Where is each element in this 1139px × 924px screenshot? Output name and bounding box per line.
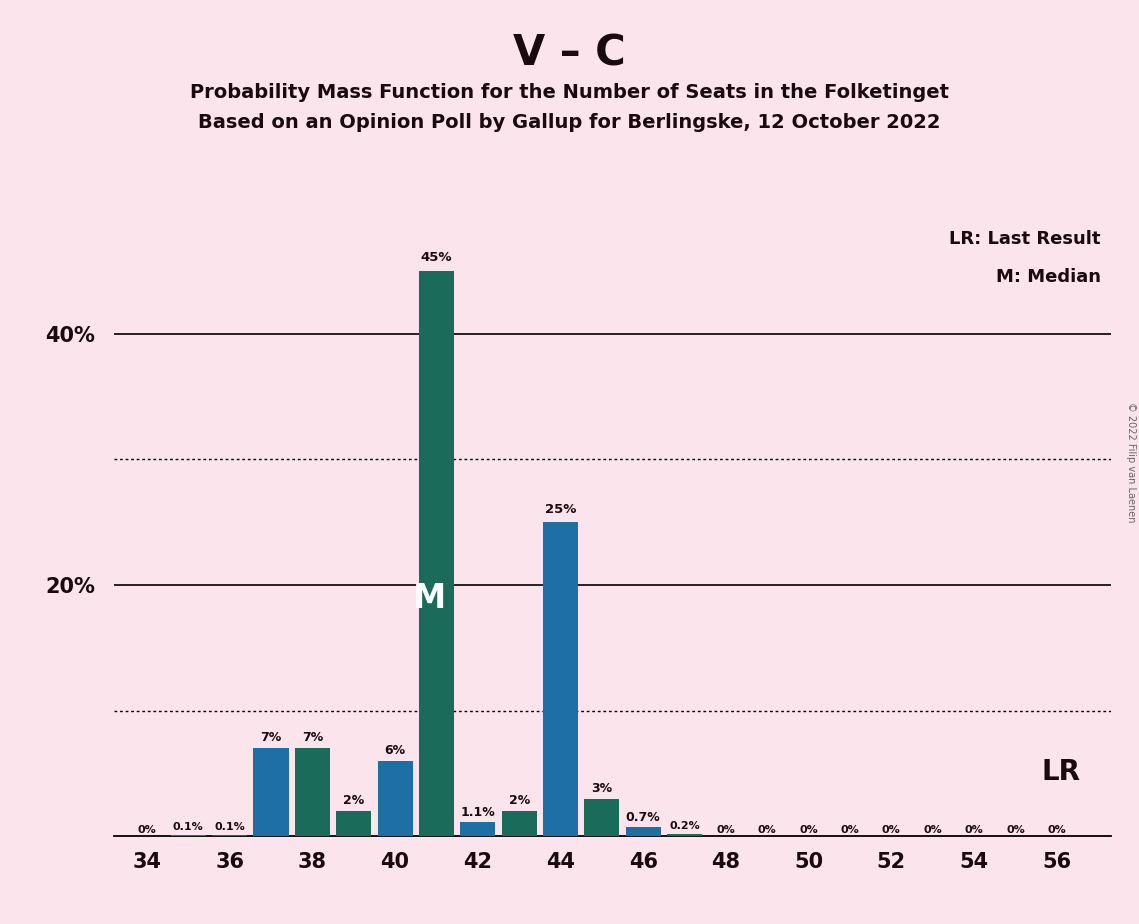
Text: 1.1%: 1.1%	[460, 806, 495, 819]
Text: 0%: 0%	[757, 825, 777, 834]
Text: Probability Mass Function for the Number of Seats in the Folketinget: Probability Mass Function for the Number…	[190, 83, 949, 103]
Text: 0%: 0%	[138, 825, 156, 834]
Bar	[625, 827, 661, 836]
Bar	[584, 798, 620, 836]
Text: 0%: 0%	[716, 825, 736, 834]
Bar	[377, 760, 412, 836]
Text: Based on an Opinion Poll by Gallup for Berlingske, 12 October 2022: Based on an Opinion Poll by Gallup for B…	[198, 113, 941, 132]
Text: 45%: 45%	[420, 251, 452, 264]
Text: 0.1%: 0.1%	[173, 822, 204, 833]
Text: 25%: 25%	[544, 503, 576, 516]
Text: M: M	[412, 582, 445, 615]
Bar	[171, 835, 206, 836]
Bar	[212, 835, 247, 836]
Text: 0%: 0%	[800, 825, 818, 834]
Text: © 2022 Filip van Laenen: © 2022 Filip van Laenen	[1126, 402, 1136, 522]
Text: 2%: 2%	[343, 795, 364, 808]
Bar	[501, 811, 536, 836]
Text: 7%: 7%	[302, 732, 323, 745]
Bar	[460, 822, 495, 836]
Text: 0.2%: 0.2%	[670, 821, 700, 832]
Bar	[667, 833, 702, 836]
Text: 0%: 0%	[841, 825, 859, 834]
Bar	[543, 522, 579, 836]
Text: 0%: 0%	[882, 825, 901, 834]
Bar	[336, 811, 371, 836]
Text: 7%: 7%	[261, 732, 281, 745]
Text: 0.7%: 0.7%	[625, 810, 661, 823]
Text: LR: LR	[1042, 758, 1081, 786]
Text: 2%: 2%	[508, 795, 530, 808]
Text: M: Median: M: Median	[995, 268, 1100, 286]
Text: 0%: 0%	[1048, 825, 1066, 834]
Bar	[419, 271, 454, 836]
Text: 0%: 0%	[965, 825, 983, 834]
Text: V – C: V – C	[514, 32, 625, 74]
Bar	[295, 748, 330, 836]
Bar	[254, 748, 288, 836]
Text: 3%: 3%	[591, 782, 613, 795]
Text: 0%: 0%	[924, 825, 942, 834]
Text: LR: Last Result: LR: Last Result	[949, 230, 1100, 248]
Text: 6%: 6%	[385, 744, 405, 757]
Text: 0.1%: 0.1%	[214, 822, 245, 833]
Text: 0%: 0%	[1006, 825, 1025, 834]
